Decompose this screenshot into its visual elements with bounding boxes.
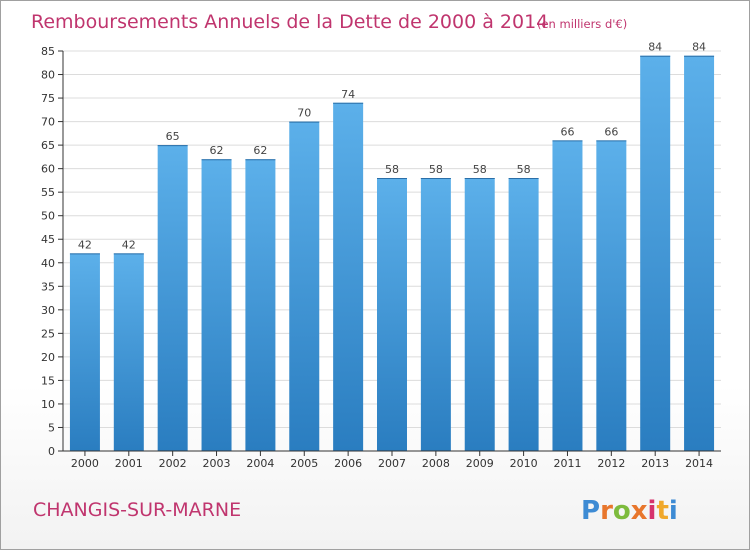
bar-value-label: 58	[517, 163, 531, 176]
bar-2004	[245, 159, 276, 451]
y-tick-label: 40	[41, 257, 55, 270]
bar-value-label: 84	[692, 41, 706, 54]
bar-value-label: 84	[648, 41, 662, 54]
y-tick-label: 25	[41, 327, 55, 340]
bar-2007	[377, 178, 407, 451]
bar-2014	[684, 55, 715, 452]
bar-value-label: 70	[297, 107, 311, 120]
y-tick-label: 75	[41, 92, 55, 105]
bars: 42 42 65 62 62 70 74 58 58 58 58 66 66 84 84	[69, 41, 715, 452]
x-tick-label: 2006	[334, 457, 362, 470]
bar-value-label: 58	[429, 163, 443, 176]
x-tick-label: 2003	[203, 457, 231, 470]
axes: 0 5 10 15 20 25 30 35 40 45 50 55 60 65 70 75 80 85 2000 20…	[41, 45, 721, 470]
bar-2010	[508, 178, 539, 451]
y-tick-label: 30	[41, 304, 55, 317]
proxiti-logo: Proxiti	[581, 496, 678, 526]
bar-value-label: 58	[385, 163, 399, 176]
bar-value-label: 66	[560, 125, 574, 138]
bar-2012	[596, 140, 627, 452]
bar-2011	[552, 140, 583, 452]
y-tick-label: 10	[41, 398, 55, 411]
bar-2000	[69, 253, 100, 451]
bar-value-label: 42	[122, 238, 136, 251]
commune-name: CHANGIS-SUR-MARNE	[33, 499, 241, 521]
y-tick-label: 65	[41, 139, 55, 152]
y-tick-label: 20	[41, 351, 55, 364]
y-tick-label: 0	[48, 445, 55, 458]
bar-2005	[289, 121, 320, 452]
y-tick-label: 35	[41, 280, 55, 293]
x-tick-label: 2012	[597, 457, 625, 470]
x-tick-label: 2004	[246, 457, 274, 470]
bar-value-label: 58	[473, 163, 487, 176]
x-tick-label: 2011	[553, 457, 581, 470]
bar-2008	[420, 178, 451, 451]
x-tick-label: 2007	[378, 457, 406, 470]
bar-2003	[201, 159, 232, 451]
bar-2013	[640, 55, 671, 452]
x-tick-label: 2014	[685, 457, 713, 470]
bar-value-label: 62	[210, 144, 224, 157]
bar-value-label: 66	[604, 125, 618, 138]
y-tick-label: 60	[41, 163, 55, 176]
y-tick-label: 80	[41, 69, 55, 82]
bar-value-label: 74	[341, 88, 355, 101]
bar-value-label: 65	[166, 130, 180, 143]
bar-2002	[157, 145, 188, 451]
bar-2006	[333, 102, 364, 451]
x-tick-label: 2013	[641, 457, 669, 470]
chart-title: Remboursements Annuels de la Dette de 20…	[31, 11, 548, 33]
y-tick-label: 15	[41, 374, 55, 387]
x-tick-label: 2000	[71, 457, 99, 470]
bar-value-label: 62	[253, 144, 267, 157]
bar-2009	[464, 178, 495, 451]
x-tick-label: 2002	[159, 457, 187, 470]
x-tick-label: 2008	[422, 457, 450, 470]
x-tick-label: 2010	[510, 457, 538, 470]
y-tick-label: 70	[41, 116, 55, 129]
x-tick-label: 2009	[466, 457, 494, 470]
y-tick-label: 45	[41, 233, 55, 246]
y-tick-label: 85	[41, 45, 55, 58]
bar-value-label: 42	[78, 238, 92, 251]
chart-unit-note: (en milliers d'€)	[537, 17, 627, 31]
x-tick-label: 2005	[290, 457, 318, 470]
x-tick-label: 2001	[115, 457, 143, 470]
y-tick-label: 55	[41, 186, 55, 199]
bar-2001	[113, 253, 144, 451]
y-tick-label: 50	[41, 210, 55, 223]
y-tick-label: 5	[48, 421, 55, 434]
